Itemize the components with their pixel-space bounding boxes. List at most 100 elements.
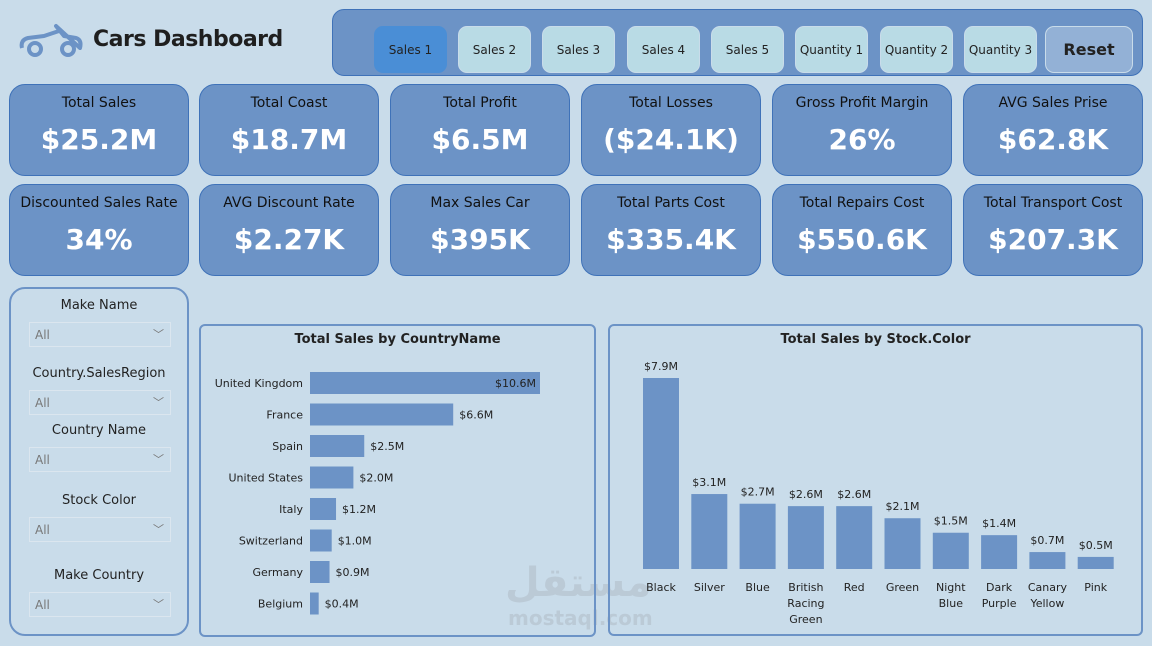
data-label: $2.1M [886,500,920,513]
data-label: $1.4M [982,517,1016,530]
bar [310,466,354,489]
data-label: $7.9M [644,360,678,373]
bar [739,503,776,569]
category-label: Belgium [258,598,303,611]
category-label: Red [844,581,865,594]
dropdown-value: All [35,453,50,467]
chart-title: Total Sales by Stock.Color [780,332,971,347]
bar [310,372,540,394]
category-label: Blue [745,581,770,594]
color-sales-chart: Total Sales by Stock.Color $7.9M Black $3.… [608,324,1143,636]
kpi-value: $550.6K [797,223,927,256]
kpi-card-total-profit: Total Profit $6.5M [390,84,570,176]
bar [932,532,969,569]
category-label: Spain [272,440,303,453]
kpi-label: Total Repairs Cost [799,195,925,211]
chart-title: Total Sales by CountryName [294,332,501,347]
dropdown-value: All [35,328,50,342]
kpi-card-max-sales-car: Max Sales Car $395K [390,184,570,276]
kpi-label: AVG Sales Prise [998,95,1108,111]
bar [310,529,332,552]
convertible-car-icon [19,24,83,57]
make-country-dropdown[interactable]: All ﹀ [29,592,171,617]
kpi-card-total-losses: Total Losses ($24.1K) [581,84,761,176]
bar [884,518,921,569]
kpi-card-total-transport-cost: Total Transport Cost $207.3K [963,184,1143,276]
category-label: France [266,409,303,422]
category-label: Germany [252,566,303,579]
data-label: $2.6M [789,488,823,501]
country-name-dropdown[interactable]: All ﹀ [29,447,171,472]
data-label: $6.6M [459,409,493,422]
bar [981,535,1018,569]
kpi-value: 26% [828,123,896,156]
dropdown-value: All [35,396,50,410]
chevron-down-icon: ﹀ [153,453,164,466]
category-label: Black [646,581,676,594]
stock-color-dropdown[interactable]: All ﹀ [29,517,171,542]
nav-sales-5-button[interactable]: Sales 5 [711,26,784,73]
bar [1077,556,1114,569]
category-label: Blue [939,597,964,610]
filter-label: Country.SalesRegion [32,366,166,381]
filter-label: Country Name [51,423,147,438]
filter-panel: Make Name All ﹀ Country.SalesRegion All ﹀ … [9,287,189,636]
category-label: Racing [787,597,824,610]
bar [836,506,873,569]
data-label: $1.2M [342,503,376,516]
category-label: United States [229,472,304,485]
bar [310,498,337,520]
category-label: United Kingdom [215,377,303,390]
color-bar-chart-svg: $7.9M Black $3.1M Silver $2.7M Blue $2.6M Briti… [643,360,1114,626]
kpi-card-total-parts-cost: Total Parts Cost $335.4K [581,184,761,276]
kpi-label: Discounted Sales Rate [20,195,178,211]
kpi-value: ($24.1K) [603,123,739,156]
category-label: Night [936,581,966,594]
data-label: $0.4M [325,598,359,611]
kpi-label: Total Parts Cost [617,195,725,211]
nav-bar: Sales 1 Sales 2 Sales 3 Sales 4 Sales 5 … [332,9,1143,76]
kpi-value: $207.3K [988,223,1118,256]
kpi-value: $25.2M [40,123,158,156]
bar [310,435,365,457]
category-label: Switzerland [239,535,303,548]
nav-sales-1-button[interactable]: Sales 1 [374,26,447,73]
nav-quantity-2-button[interactable]: Quantity 2 [880,26,953,73]
nav-sales-3-button[interactable]: Sales 3 [542,26,615,73]
category-label: Canary [1028,581,1068,594]
chevron-down-icon: ﹀ [153,598,164,611]
nav-sales-2-button[interactable]: Sales 2 [458,26,531,73]
category-label: Italy [279,503,303,516]
make-name-dropdown[interactable]: All ﹀ [29,322,171,347]
dropdown-value: All [35,598,50,612]
kpi-label: AVG Discount Rate [223,195,355,211]
page-title: Cars Dashboard [93,27,283,52]
category-label: Purple [982,597,1017,610]
nav-quantity-3-button[interactable]: Quantity 3 [964,26,1037,73]
kpi-value: $335.4K [606,223,736,256]
nav-sales-4-button[interactable]: Sales 4 [627,26,700,73]
category-label: Green [886,581,919,594]
filter-label: Make Country [53,568,145,583]
kpi-label: Total Transport Cost [983,195,1123,211]
country-sales-chart: Total Sales by CountryName United Kingdo… [199,324,596,637]
kpi-label: Total Sales [61,95,137,111]
kpi-card-avg-sales-prise: AVG Sales Prise $62.8K [963,84,1143,176]
kpi-label: Total Losses [629,95,713,111]
kpi-card-total-coast: Total Coast $18.7M [199,84,379,176]
data-label: $1.5M [934,515,968,528]
bar [310,403,454,426]
category-label: British [788,581,823,594]
reset-button[interactable]: Reset [1045,26,1133,73]
data-label: $0.5M [1079,539,1113,552]
sales-region-dropdown[interactable]: All ﹀ [29,390,171,415]
kpi-value: $6.5M [431,123,529,156]
bar [310,592,319,615]
kpi-label: Gross Profit Margin [795,95,929,111]
kpi-card-avg-discount-rate: AVG Discount Rate $2.27K [199,184,379,276]
data-label: $2.7M [741,486,775,499]
data-label: $3.1M [692,476,726,489]
nav-quantity-1-button[interactable]: Quantity 1 [795,26,868,73]
bar [643,378,679,569]
chevron-down-icon: ﹀ [153,396,164,409]
